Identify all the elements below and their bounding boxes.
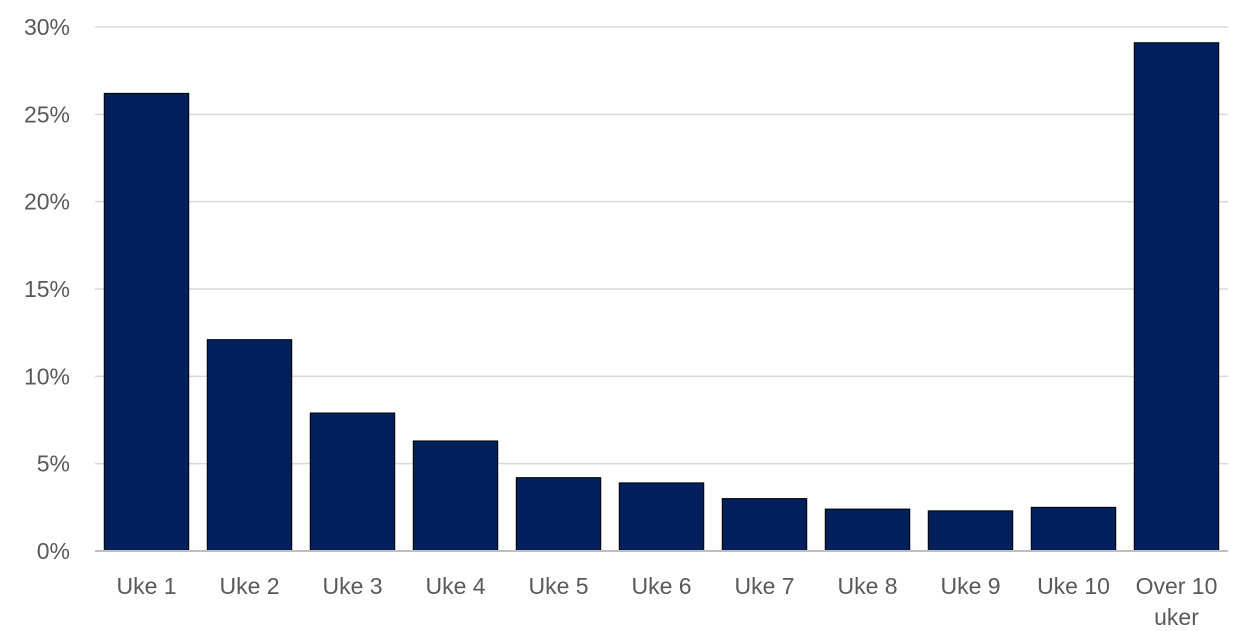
y-tick-label: 5% — [37, 451, 70, 477]
y-tick-label: 30% — [24, 14, 70, 40]
bar — [927, 510, 1014, 552]
x-tick-label: Uke 4 — [425, 573, 485, 599]
bars — [103, 42, 1220, 552]
bar — [1030, 506, 1117, 552]
x-tick-label: Uke 2 — [219, 573, 279, 599]
bar — [515, 477, 602, 552]
bar — [309, 412, 396, 552]
bar — [824, 508, 911, 552]
x-tick-label: Uke 7 — [734, 573, 794, 599]
bar — [206, 339, 293, 552]
x-axis-ticks: Uke 1 Uke 2 Uke 3 Uke 4 Uke 5 Uke 6 Uke 7 Uke 8… — [116, 573, 1217, 630]
x-tick-label: Uke 1 — [116, 573, 176, 599]
y-tick-label: 25% — [24, 101, 70, 127]
x-tick-label: Uke 6 — [631, 573, 691, 599]
y-axis-ticks: 0% 5% 10% 15% 20% 25% 30% — [24, 14, 70, 564]
bar — [412, 440, 499, 552]
x-tick-label: Uke 9 — [940, 573, 1000, 599]
bar — [721, 498, 808, 552]
x-tick-label: Uke 10 — [1037, 573, 1110, 599]
bar — [1133, 42, 1220, 552]
bar — [103, 92, 190, 552]
y-tick-label: 15% — [24, 276, 70, 302]
y-tick-label: 10% — [24, 363, 70, 389]
x-tick-label: Uke 3 — [322, 573, 382, 599]
y-tick-label: 0% — [37, 538, 70, 564]
y-tick-label: 20% — [24, 189, 70, 215]
x-tick-label: Uke 8 — [837, 573, 897, 599]
bar — [618, 482, 705, 552]
x-tick-label: Over 10 uker — [1136, 573, 1218, 630]
x-tick-label: Uke 5 — [528, 573, 588, 599]
